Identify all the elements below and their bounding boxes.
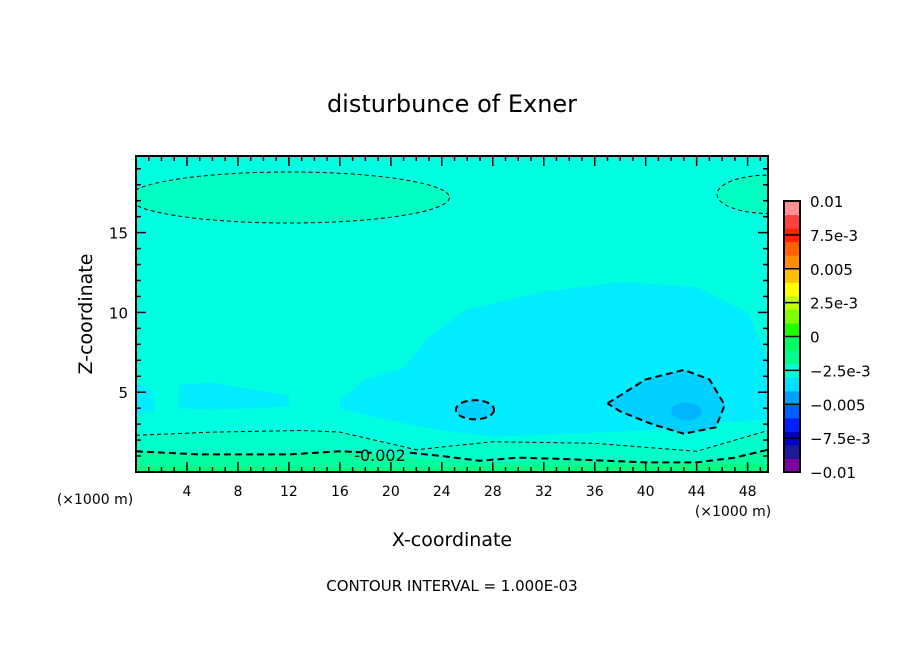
- colorbar-swatch: [784, 268, 800, 283]
- x-tick-label: 32: [535, 484, 553, 500]
- contour-line: [606, 368, 726, 435]
- colorbar-swatch: [784, 214, 800, 229]
- x-tick-label: 48: [739, 484, 757, 500]
- colorbar-swatch: [784, 444, 800, 459]
- contour-line: [409, 448, 768, 464]
- x-tick-label: 24: [433, 484, 451, 500]
- y-axis-label: Z-coordinate: [75, 254, 97, 375]
- x-tick-label: 4: [183, 484, 192, 500]
- filled-contours: [136, 156, 768, 472]
- colorbar-swatch: [784, 336, 800, 351]
- colorbar-frame: [783, 200, 801, 473]
- colorbar-swatch: [784, 309, 800, 324]
- colorbar-swatch: [784, 377, 800, 392]
- x-tick-label: 28: [484, 484, 502, 500]
- colorbar-swatch: [784, 404, 800, 419]
- x-tick-label: 20: [382, 484, 400, 500]
- colorbar-swatch: [784, 255, 800, 270]
- x-unit-label-left: (×1000 m): [57, 492, 133, 508]
- colorbar-tick-label: −0.005: [810, 396, 866, 414]
- x-tick-label: 36: [586, 484, 604, 500]
- contour-line: [136, 450, 372, 456]
- chart-title: disturbunce of Exner: [327, 90, 577, 118]
- colorbar-tick-label: 0.01: [810, 193, 843, 211]
- region-low-small: [455, 400, 495, 420]
- region-top-left-high: [136, 171, 450, 224]
- colorbar: 0.01 7.5e-3 0.005 2.5e-3 0 −2.5e-3 −0.005 −7.5e…: [783, 193, 871, 482]
- colorbar-swatch: [784, 201, 800, 216]
- colorbar-swatch: [784, 458, 800, 473]
- colorbar-swatch: [784, 390, 800, 405]
- region-low-core: [671, 402, 702, 421]
- region-bottom-band-3: [136, 464, 768, 472]
- plot-frame: [135, 155, 769, 473]
- colorbar-swatch: [784, 417, 800, 432]
- colorbar-tick-label: 0.005: [810, 261, 853, 279]
- colorbar-tick-label: 0: [810, 329, 820, 347]
- contour-line: [454, 399, 496, 421]
- colorbar-tick-label: 2.5e-3: [810, 295, 858, 313]
- region-left-low-2: [179, 382, 289, 410]
- region-left-low: [136, 382, 154, 415]
- x-unit-label: (×1000 m): [695, 504, 771, 520]
- colorbar-tick-label: −7.5e-3: [810, 430, 871, 448]
- colorbar-swatch: [784, 350, 800, 365]
- x-tick-label: 40: [637, 484, 655, 500]
- colorbar-tick-label: −2.5e-3: [810, 362, 871, 380]
- x-tick-label: 44: [688, 484, 706, 500]
- contour-lines: [136, 171, 768, 464]
- region-top-right-high: [717, 175, 768, 214]
- x-axis-label: X-coordinate: [392, 529, 512, 551]
- x-tick-label: 16: [331, 484, 349, 500]
- y-tick-label: 15: [109, 225, 128, 243]
- contour-interval-note: CONTOUR INTERVAL = 1.000E-03: [326, 577, 577, 595]
- contour-line: [136, 429, 768, 452]
- contour-line: [136, 171, 450, 224]
- x-tick-label: 12: [280, 484, 298, 500]
- contour-label: -0.002: [354, 446, 406, 465]
- y-tick-label: 5: [118, 384, 128, 402]
- colorbar-swatch: [784, 282, 800, 297]
- colorbar-tick-label: −0.01: [810, 464, 856, 482]
- colorbar-tick-label: 7.5e-3: [810, 227, 858, 245]
- y-tick-label: 10: [109, 304, 128, 322]
- colorbar-swatch: [784, 322, 800, 337]
- colorbar-swatch: [784, 241, 800, 256]
- x-tick-label: 8: [233, 484, 242, 500]
